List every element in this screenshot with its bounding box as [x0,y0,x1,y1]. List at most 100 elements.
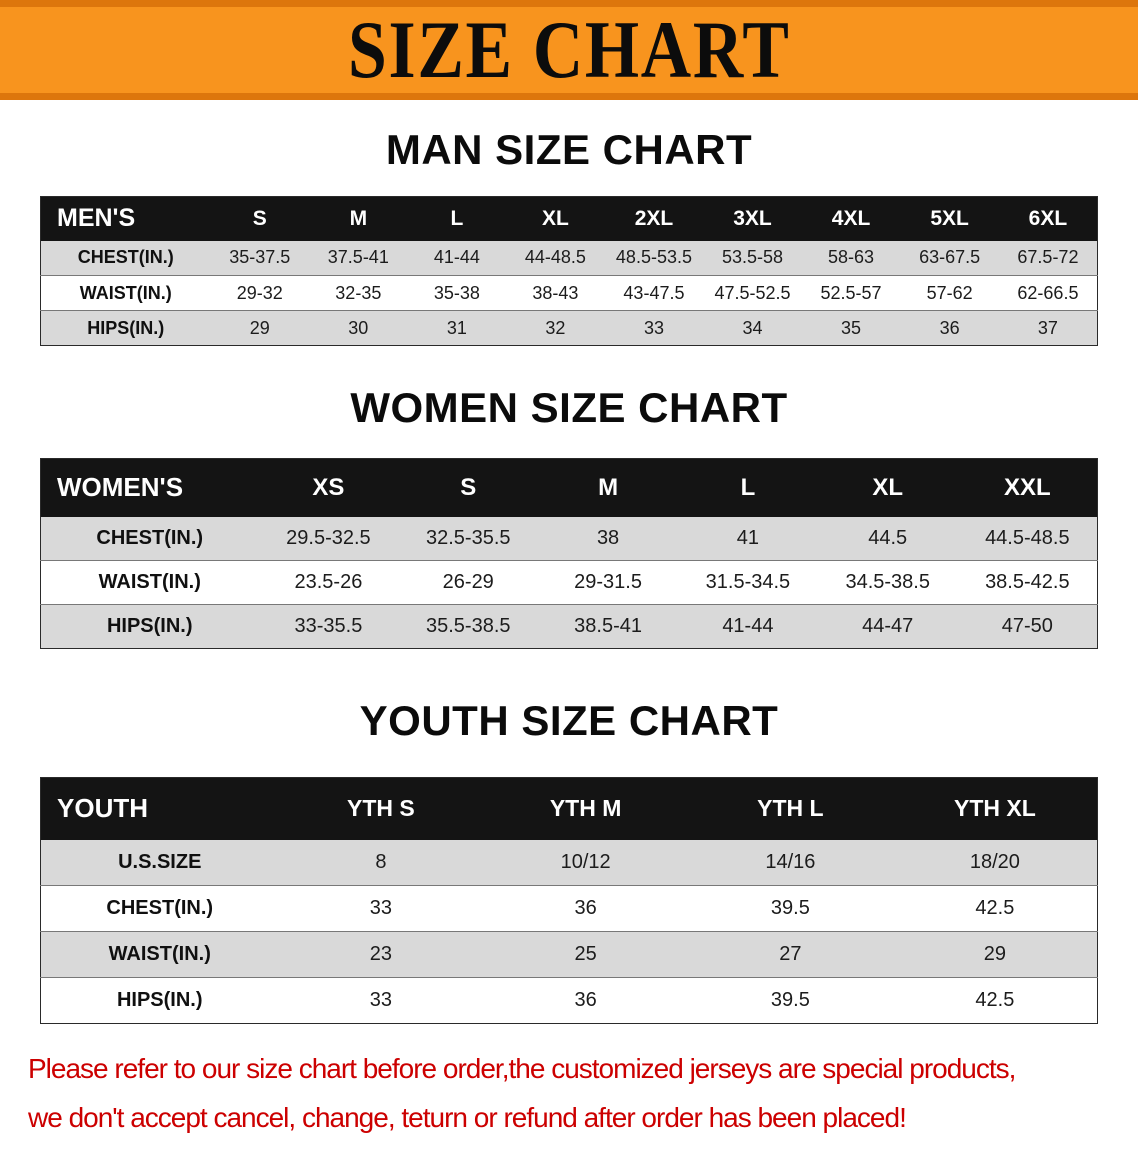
notice-line-1: Please refer to our size chart before or… [28,1053,1016,1084]
size-value-cell: 32-35 [335,282,382,303]
size-column-header: 3XL [733,206,772,230]
size-value-cell: 14/16 [765,850,816,873]
table-row: CHEST(IN.) 29.5-32.5 32.5-35.5 38 41 44.5 44.5… [40,516,1098,561]
table-row: WAIST(IN.) 23.5-26 26-29 29-31.5 31.5-34.5 34… [40,560,1098,605]
size-value-cell: 10/12 [560,850,611,873]
size-column-header: L [740,473,756,501]
men-size-table: MEN'S S M L XL 2XL 3XL 4XL 5XL 6XL CHEST(IN.) 35-37… [40,196,1098,346]
size-value-cell: 38-43 [532,282,579,303]
size-value-cell: 33 [369,897,392,919]
table-row: HIPS(IN.) 29 30 31 32 33 34 35 36 37 [40,310,1098,346]
youth-size-table: YOUTH YTH S YTH M YTH L YTH XL U.S.SIZE 8 10/12… [40,777,1098,1024]
size-value-cell: 47.5-52.5 [714,282,791,303]
row-label: HIPS(IN.) [116,989,203,1011]
order-notice: Please refer to our size chart before or… [0,1044,1138,1160]
size-value-cell: 44.5-48.5 [985,526,1070,549]
size-value-cell: 32 [545,317,566,338]
size-value-cell: 53.5-58 [721,247,784,268]
size-column-header: YTH S [347,795,415,822]
size-value-cell: 33 [369,989,392,1011]
men-size-section: MAN SIZE CHART MEN'S S M L XL 2XL 3XL 4XL 5XL 6XL… [0,126,1138,346]
size-value-cell: 48.5-53.5 [615,247,692,268]
size-value-cell: 36 [574,897,597,919]
size-value-cell: 41-44 [433,247,480,268]
row-label: WAIST(IN.) [108,943,211,965]
size-value-cell: 38.5-42.5 [985,571,1070,593]
size-value-cell: 63-67.5 [919,247,981,268]
size-value-cell: 18/20 [969,850,1020,873]
size-value-cell: 31 [446,317,467,338]
size-column-header: YTH L [757,795,824,822]
size-value-cell: 41-44 [722,615,774,637]
size-value-cell: 29.5-32.5 [286,526,371,549]
size-value-cell: 39.5 [770,989,810,1011]
size-column-header: M [349,206,368,230]
size-value-cell: 37 [1037,317,1058,338]
size-value-cell: 37.5-41 [327,247,389,268]
size-column-header: S [252,206,267,230]
row-label: CHEST(IN.) [106,897,214,919]
size-value-cell: 39.5 [770,897,810,919]
size-value-cell: 62-66.5 [1017,282,1079,303]
size-value-cell: 35-37.5 [229,247,291,268]
size-value-cell: 44.5 [868,526,908,549]
table-group-label: YOUTH [57,793,148,824]
size-value-cell: 57-62 [926,282,973,303]
size-column-header: YTH M [549,795,622,822]
size-value-cell: 29 [983,943,1006,965]
size-column-header: XL [541,206,569,230]
table-row: CHEST(IN.) 35-37.5 37.5-41 41-44 44-48.5 48.5… [40,240,1098,276]
size-value-cell: 36 [574,989,597,1011]
size-value-cell: 33-35.5 [294,615,363,637]
table-group-label: MEN'S [57,204,136,233]
size-value-cell: 34 [742,317,763,338]
row-label: WAIST(IN.) [79,282,172,303]
size-value-cell: 29-32 [236,282,283,303]
size-value-cell: 34.5-38.5 [845,571,930,593]
table-header-row: WOMEN'S XS S M L XL XXL [40,458,1098,517]
table-row: HIPS(IN.) 33-35.5 35.5-38.5 38.5-41 41-44 44-… [40,604,1098,649]
size-value-cell: 42.5 [975,897,1015,919]
row-label: CHEST(IN.) [96,526,204,549]
size-column-header: 6XL [1028,206,1068,230]
men-size-heading: MAN SIZE CHART [385,126,753,173]
size-value-cell: 8 [375,850,387,873]
size-value-cell: 35 [841,317,862,338]
size-column-header: XL [872,473,904,501]
size-value-cell: 26-29 [442,571,494,593]
table-header-row: MEN'S S M L XL 2XL 3XL 4XL 5XL 6XL [40,196,1098,241]
row-label: HIPS(IN.) [87,317,165,338]
size-value-cell: 44-48.5 [524,247,586,268]
size-value-cell: 33 [643,317,664,338]
size-column-header: YTH XL [953,795,1036,822]
size-value-cell: 23.5-26 [294,571,363,593]
table-row: U.S.SIZE 8 10/12 14/16 18/20 [40,839,1098,886]
size-value-cell: 29 [249,317,270,338]
women-size-section: WOMEN SIZE CHART WOMEN'S XS S M L XL XXL CHEST(… [0,384,1138,649]
size-value-cell: 44-47 [862,615,914,637]
size-value-cell: 25 [574,943,597,965]
row-label: WAIST(IN.) [98,571,201,593]
size-value-cell: 41 [736,526,760,549]
size-value-cell: 67.5-72 [1017,247,1079,268]
size-column-header: L [450,206,464,230]
size-value-cell: 43-47.5 [623,282,685,303]
women-size-heading: WOMEN SIZE CHART [350,384,788,431]
size-column-header: 4XL [831,206,871,230]
size-value-cell: 35.5-38.5 [425,615,511,637]
table-row: WAIST(IN.) 29-32 32-35 35-38 38-43 43-47.5 47.… [40,275,1098,311]
size-column-header: S [460,473,477,501]
table-row: HIPS(IN.) 33 36 39.5 42.5 [40,977,1098,1024]
women-size-table: WOMEN'S XS S M L XL XXL CHEST(IN.) 29.5-32.5 32.5… [40,458,1098,649]
size-value-cell: 38 [596,526,620,549]
size-value-cell: 27 [779,943,802,965]
size-value-cell: 31.5-34.5 [705,571,791,593]
size-value-cell: 47-50 [1001,615,1053,637]
row-label: HIPS(IN.) [106,615,193,637]
size-column-header: M [598,473,619,501]
size-column-header: 5XL [930,206,969,230]
size-value-cell: 52.5-57 [820,282,882,303]
size-value-cell: 32.5-35.5 [425,526,511,549]
row-label: CHEST(IN.) [77,247,174,268]
